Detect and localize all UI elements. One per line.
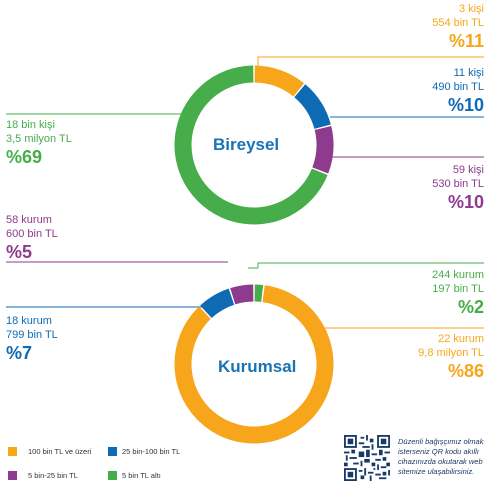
slice-percent: %10: [447, 192, 484, 212]
donut-kurumsal: [174, 284, 334, 444]
donut-slice-orange: [254, 65, 305, 97]
leader-line-green: [248, 262, 484, 269]
slice-count: 11 kişi: [453, 67, 484, 79]
slice-percent: %11: [448, 31, 484, 51]
slice-percent: %86: [447, 361, 484, 381]
leader-line-orange: [257, 56, 484, 66]
qr-note-line: isterseniz QR kodu akıllı: [398, 447, 479, 456]
slice-amount: 9,8 milyon TL: [418, 347, 484, 359]
label-bireysel-green: 18 bin kişi 3,5 milyon TL %69: [6, 118, 72, 168]
label-kurumsal-orange: 22 kurum 9,8 milyon TL %86: [418, 332, 484, 382]
donut-slice-blue: [200, 288, 235, 319]
qr-note-line: Düzenli bağışçımız olmak: [398, 437, 484, 446]
donut-slice-blue: [294, 84, 331, 130]
slice-count: 59 kişi: [452, 164, 484, 176]
slice-count: 18 bin kişi: [6, 119, 55, 131]
label-kurumsal-blue: 18 kurum 799 bin TL %7: [6, 314, 58, 364]
slice-percent: %5: [6, 242, 33, 262]
legend-label: 100 bin TL ve üzeri: [28, 447, 92, 456]
slice-amount: 490 bin TL: [432, 81, 484, 93]
label-bireysel-purple: 59 kişi 530 bin TL %10: [432, 163, 484, 213]
slice-count: 18 kurum: [6, 315, 52, 327]
legend-label: 25 bin-100 bin TL: [122, 447, 181, 456]
label-kurumsal-green: 244 kurum 197 bin TL %2: [432, 268, 484, 318]
qr-note-line: sitemize ulaşabilirsiniz.: [398, 467, 475, 476]
legend-label: 5 bin TL altı: [122, 471, 161, 480]
slice-amount: 799 bin TL: [6, 329, 58, 341]
legend-swatch: [108, 471, 117, 480]
legend-label: 5 bin-25 bin TL: [28, 471, 78, 480]
legend-item-purple: 5 bin-25 bin TL: [8, 471, 78, 480]
slice-percent: %2: [457, 297, 484, 317]
slice-count: 58 kurum: [6, 214, 52, 226]
leader-lines: [6, 56, 484, 329]
legend-item-green: 5 bin TL altı: [108, 471, 161, 480]
slice-percent: %69: [6, 147, 43, 167]
slice-amount: 197 bin TL: [432, 283, 484, 295]
label-kurumsal-purple: 58 kurum 600 bin TL %5: [6, 213, 58, 263]
donut-slice-purple: [230, 284, 254, 305]
slice-percent: %7: [6, 343, 33, 363]
slice-count: 244 kurum: [432, 269, 484, 281]
slice-amount: 600 bin TL: [6, 228, 58, 240]
donut-slice-green: [174, 65, 328, 225]
qr-note: Düzenli bağışçımız olmak isterseniz QR k…: [398, 437, 483, 477]
legend-swatch: [8, 471, 17, 480]
legend-swatch: [8, 447, 17, 456]
legend-item-blue: 25 bin-100 bin TL: [108, 447, 180, 456]
slice-amount: 530 bin TL: [432, 178, 484, 190]
legend-swatch: [108, 447, 117, 456]
donut-slice-purple: [312, 126, 334, 174]
label-bireysel-orange: 3 kişi 554 bin TL %11: [432, 2, 484, 52]
slice-count: 22 kurum: [438, 333, 484, 345]
slice-count: 3 kişi: [458, 3, 484, 15]
legend-item-orange: 100 bin TL ve üzeri: [8, 447, 91, 456]
slice-amount: 554 bin TL: [432, 17, 484, 29]
label-bireysel-blue: 11 kişi 490 bin TL %10: [432, 66, 484, 116]
donut-bireysel: [174, 65, 334, 225]
slice-amount: 3,5 milyon TL: [6, 133, 72, 145]
donut-slice-orange: [174, 285, 334, 444]
chart-title-bireysel: Bireysel: [213, 135, 280, 154]
qr-code-icon[interactable]: [344, 435, 390, 481]
chart-title-kurumsal: Kurumsal: [218, 357, 297, 376]
slice-percent: %10: [447, 95, 484, 115]
qr-note-line: cihazınızda okutarak web: [398, 457, 483, 466]
